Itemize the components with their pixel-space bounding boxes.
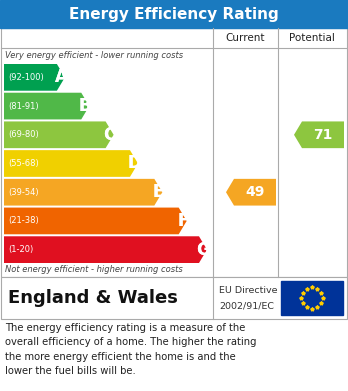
Text: 49: 49 — [245, 185, 265, 199]
Text: F: F — [177, 212, 188, 230]
Text: The energy efficiency rating is a measure of the
overall efficiency of a home. T: The energy efficiency rating is a measur… — [5, 323, 256, 376]
Text: Very energy efficient - lower running costs: Very energy efficient - lower running co… — [5, 50, 183, 59]
Text: B: B — [79, 97, 92, 115]
Text: C: C — [103, 126, 116, 144]
Text: E: E — [153, 183, 164, 201]
Bar — [281, 281, 343, 315]
Polygon shape — [4, 208, 187, 234]
Text: G: G — [196, 240, 210, 258]
Polygon shape — [226, 179, 276, 206]
Bar — [1, 28, 347, 277]
Text: EU Directive: EU Directive — [219, 286, 277, 295]
Text: (55-68): (55-68) — [8, 159, 39, 168]
Text: E: E — [153, 183, 164, 201]
Polygon shape — [4, 122, 113, 148]
Text: A: A — [55, 68, 67, 86]
Text: (92-100): (92-100) — [8, 73, 44, 82]
Text: England & Wales: England & Wales — [8, 289, 178, 307]
Polygon shape — [4, 93, 89, 119]
Text: B: B — [79, 97, 92, 115]
Polygon shape — [4, 179, 162, 206]
Text: (69-80): (69-80) — [8, 130, 39, 139]
Polygon shape — [4, 236, 207, 263]
Text: C: C — [103, 126, 116, 144]
Text: (39-54): (39-54) — [8, 188, 39, 197]
Text: (81-91): (81-91) — [8, 102, 39, 111]
Text: (1-20): (1-20) — [8, 245, 33, 254]
Polygon shape — [4, 150, 138, 177]
Text: F: F — [177, 212, 188, 230]
Text: Energy Efficiency Rating: Energy Efficiency Rating — [69, 7, 279, 22]
Bar — [1, 277, 347, 319]
Text: Potential: Potential — [289, 33, 335, 43]
Text: A: A — [55, 68, 67, 86]
Text: D: D — [127, 154, 141, 172]
Text: (21-38): (21-38) — [8, 217, 39, 226]
Bar — [0, 0, 348, 28]
Text: Current: Current — [226, 33, 265, 43]
Text: G: G — [196, 240, 210, 258]
Polygon shape — [294, 122, 344, 148]
Polygon shape — [4, 64, 65, 91]
Text: Not energy efficient - higher running costs: Not energy efficient - higher running co… — [5, 265, 183, 274]
Text: 71: 71 — [313, 128, 333, 142]
Text: D: D — [127, 154, 141, 172]
Text: 2002/91/EC: 2002/91/EC — [219, 301, 274, 310]
